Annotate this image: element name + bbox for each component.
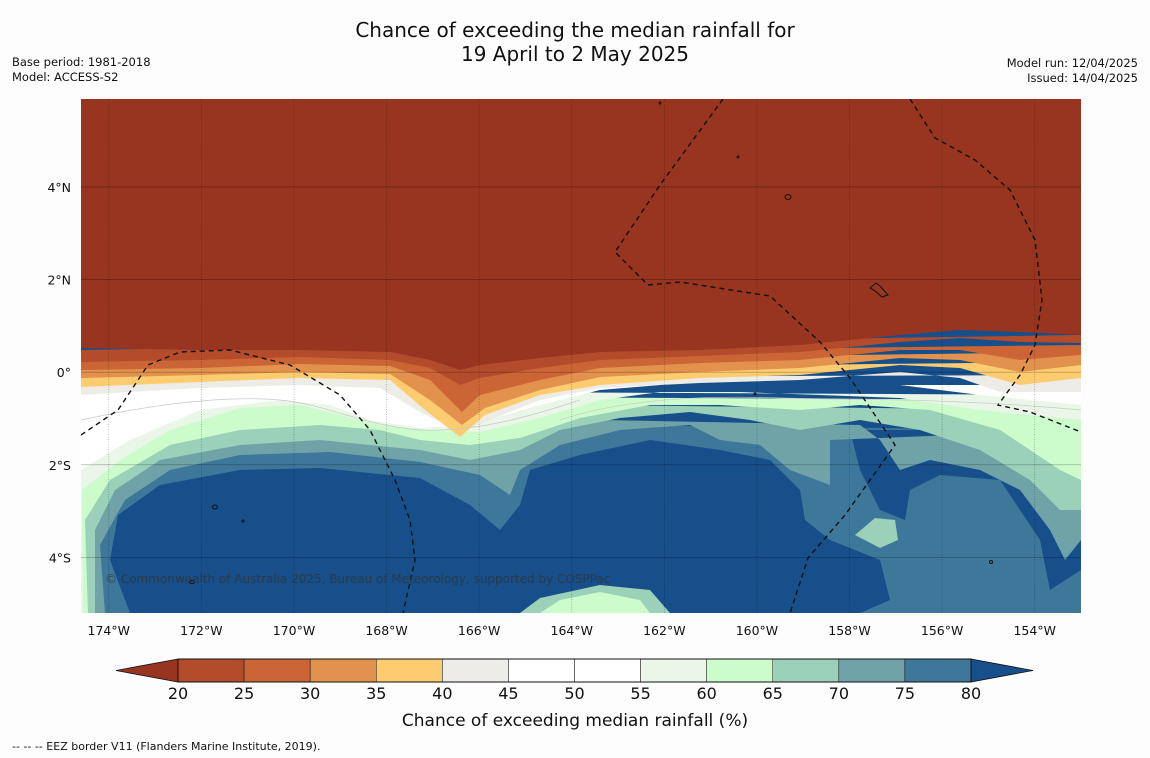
issued-text: Issued: 14/04/2025 <box>1027 71 1138 85</box>
colorbar-frame <box>177 658 972 683</box>
colorbar-tick-label: 45 <box>498 684 518 703</box>
base-period-text: Base period: 1981-2018 <box>12 55 151 69</box>
longitude-tick-label: 156°W <box>921 623 963 638</box>
colorbar-swatch <box>508 658 575 683</box>
band-below-20 <box>81 99 1081 370</box>
copyright-text: © Commonwealth of Australia 2025, Bureau… <box>105 572 610 586</box>
island-marker <box>784 194 792 200</box>
patch-157w <box>855 518 898 548</box>
band-30-35 <box>81 345 1081 412</box>
colorbar-tick-label: 30 <box>300 684 320 703</box>
colorbar-tick-label: 50 <box>564 684 584 703</box>
longitude-tick-label: 164°W <box>551 623 593 638</box>
colorbar-swatch <box>838 658 906 683</box>
longitude-tick-label: 158°W <box>828 623 870 638</box>
title-line-2: 19 April to 2 May 2025 <box>461 42 689 66</box>
colorbar-tick-label: 80 <box>961 684 981 703</box>
colorbar-swatch <box>243 658 311 683</box>
colorbar-swatch <box>309 658 377 683</box>
colorbar-swatch <box>442 658 509 683</box>
colorbar-swatch <box>574 658 641 683</box>
colorbar: 20 25 30 35 40 45 50 55 60 65 70 75 80 <box>115 658 1034 703</box>
longitude-tick-label: 172°W <box>180 623 222 638</box>
colorbar-swatch <box>177 658 245 683</box>
colorbar-tick-label: 25 <box>234 684 254 703</box>
eez-border-line <box>909 99 1081 433</box>
patch-south-65 <box>540 592 650 613</box>
band-35-40 <box>81 352 1081 425</box>
meta-right: Model run: 12/04/2025 Issued: 14/04/2025 <box>1007 56 1138 86</box>
eez-legend-note: -- -- -- EEZ border V11 (Flanders Marine… <box>12 740 321 753</box>
latitude-tick-label: 2°S <box>49 458 71 473</box>
longitude-tick-label: 162°W <box>643 623 685 638</box>
map-title: Chance of exceeding the median rainfall … <box>0 18 1150 66</box>
longitude-tick-label: 168°W <box>365 623 407 638</box>
islands <box>189 101 993 584</box>
island-marker <box>658 101 662 105</box>
colorbar-swatch <box>904 658 972 683</box>
colorbar-swatch <box>640 658 707 683</box>
latitude-tick-label: 4°S <box>49 550 71 565</box>
eez-border-line <box>614 99 896 613</box>
title-line-1: Chance of exceeding the median rainfall … <box>355 18 795 42</box>
colorbar-extend-low <box>115 658 179 683</box>
colorbar-tick-label: 20 <box>168 684 188 703</box>
meta-left: Base period: 1981-2018 Model: ACCESS-S2 <box>12 55 151 85</box>
colorbar-tick-label: 40 <box>432 684 452 703</box>
colorbar-swatch <box>706 658 774 683</box>
colorbar-extend-high <box>970 658 1034 683</box>
longitude-tick-label: 174°W <box>88 623 130 638</box>
map-figure: © Commonwealth of Australia 2025, Bureau… <box>47 99 1081 731</box>
contour-line <box>559 396 1081 421</box>
island-marker <box>189 580 195 584</box>
band-50-55 <box>81 385 1081 470</box>
gridlines <box>81 99 1081 613</box>
longitude-labels: 174°W 172°W 170°W 168°W 166°W 164°W 162°W 160°W… <box>88 623 1056 638</box>
colorbar-swatch <box>772 658 840 683</box>
colorbar-swatch <box>376 658 443 683</box>
rainfall-probability-field <box>81 99 1081 613</box>
eez-border-line <box>81 349 416 613</box>
latitude-tick-label: 2°N <box>47 273 71 288</box>
colorbar-tick-label: 65 <box>763 684 783 703</box>
colorbar-tick-label: 55 <box>630 684 650 703</box>
island-marker <box>869 282 889 298</box>
contour-line <box>81 398 581 431</box>
eez-borders <box>81 99 1081 613</box>
latitude-labels: 4°N 2°N 0° 2°S 4°S <box>47 180 71 565</box>
island-marker <box>241 519 245 523</box>
colorbar-tick-label: 75 <box>895 684 915 703</box>
longitude-tick-label: 154°W <box>1013 623 1055 638</box>
colorbar-tick-label: 70 <box>829 684 849 703</box>
colorbar-title: Chance of exceeding median rainfall (%) <box>402 711 748 731</box>
longitude-tick-label: 166°W <box>458 623 500 638</box>
latitude-tick-label: 4°N <box>47 180 71 195</box>
colorbar-tick-label: 35 <box>366 684 386 703</box>
longitude-tick-label: 160°W <box>736 623 778 638</box>
island-marker <box>989 560 993 564</box>
band-75-80 <box>81 420 1081 613</box>
island-marker <box>212 504 218 510</box>
island-marker <box>736 155 740 159</box>
colorbar-tick-label: 60 <box>696 684 716 703</box>
model-text: Model: ACCESS-S2 <box>12 70 119 84</box>
longitude-tick-label: 170°W <box>273 623 315 638</box>
model-run-text: Model run: 12/04/2025 <box>1006 56 1138 70</box>
latitude-tick-label: 0° <box>57 365 71 380</box>
island-marker <box>753 392 757 396</box>
